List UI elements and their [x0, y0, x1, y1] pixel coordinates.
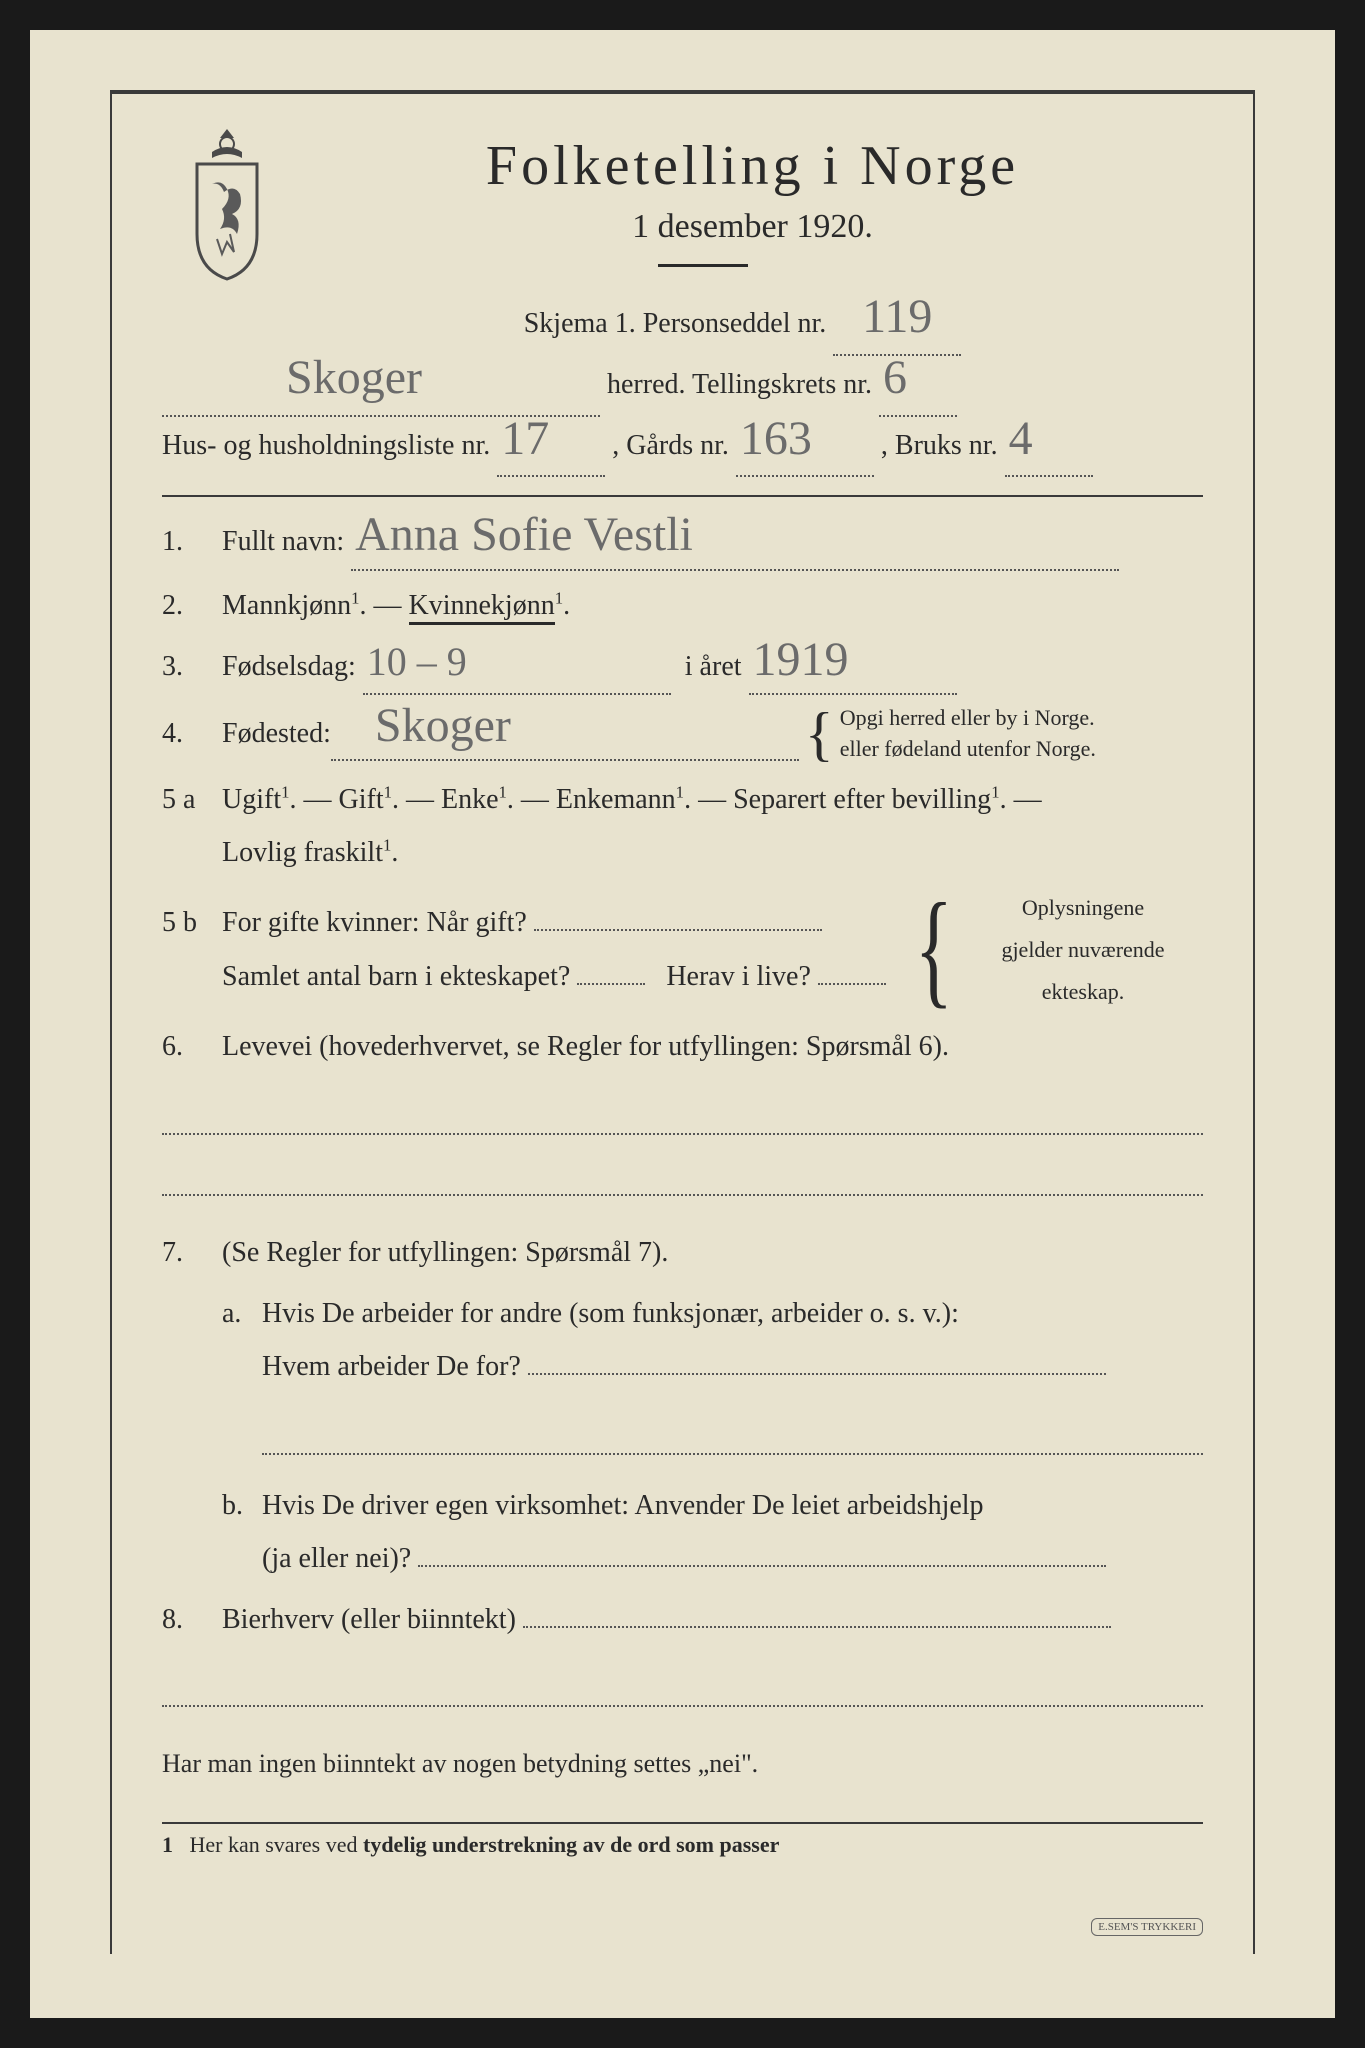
q7-intro: (Se Regler for utfyllingen: Spørsmål 7). — [222, 1226, 1203, 1279]
brace-icon: { — [805, 710, 834, 758]
q5b-barn-field — [577, 983, 645, 985]
q6-num: 6. — [162, 1020, 222, 1073]
q7a-label: a. — [222, 1287, 262, 1340]
gards-label: , Gårds nr. — [612, 430, 729, 461]
herred-label: herred. Tellingskrets nr. — [607, 369, 872, 400]
herred-value: Skoger — [286, 359, 422, 397]
q4-note: Opgi herred eller by i Norge. eller føde… — [840, 703, 1096, 765]
q5b-row: 5 b For gifte kvinner: Når gift? Samlet … — [162, 887, 1203, 1012]
gards-field: 163 — [736, 417, 874, 478]
gards-value: 163 — [740, 420, 812, 458]
coat-of-arms-icon — [172, 124, 282, 284]
header: Folketelling i Norge 1 desember 1920. — [162, 134, 1203, 267]
q5a-text: Ugift1. — Gift1. — Enke1. — Enkemann1. —… — [222, 784, 1042, 815]
q6-text: Levevei (hovederhvervet, se Regler for u… — [222, 1020, 1203, 1073]
q7b-label: b. — [222, 1479, 262, 1532]
q6-line1 — [162, 1114, 1203, 1135]
q5a-num: 5 a — [162, 773, 222, 826]
q5a-text2: Lovlig fraskilt1. — [222, 837, 398, 868]
footnote-text: Her kan svares ved tydelig understreknin… — [190, 1832, 780, 1857]
document-page: Folketelling i Norge 1 desember 1920. Sk… — [0, 0, 1365, 2048]
q8-num: 8. — [162, 1593, 222, 1646]
q4-label: Fødested: — [222, 707, 331, 760]
q5b-line2b: Herav i live? — [666, 961, 811, 992]
husliste-row: Hus- og husholdningsliste nr. 17 , Gårds… — [162, 417, 1203, 478]
section-rule — [162, 495, 1203, 497]
q5b-num: 5 b — [162, 896, 222, 949]
q7a-text2: Hvem arbeider De for? — [262, 1351, 521, 1382]
q7-num: 7. — [162, 1226, 222, 1279]
q2-male: Mannkjønn — [222, 590, 351, 621]
q5b-line1a: For gifte kvinner: Når gift? — [222, 907, 527, 938]
husliste-value: 17 — [501, 420, 549, 458]
q7b-text2: (ja eller nei)? — [262, 1543, 411, 1574]
q3-year-label: i året — [685, 651, 742, 682]
herred-field: Skoger — [162, 356, 600, 417]
q3-year-field: 1919 — [749, 640, 957, 695]
q3-day-field: 10 – 9 — [363, 640, 671, 695]
footnote: 1 Her kan svares ved tydelig understrekn… — [162, 1822, 1203, 1858]
brace-icon: { — [915, 911, 953, 988]
title-date: 1 desember 1920. — [302, 208, 1203, 246]
q1-value: Anna Sofie Vestli — [355, 516, 693, 554]
husliste-label: Hus- og husholdningsliste nr. — [162, 430, 490, 461]
q7a-field — [528, 1373, 1106, 1375]
q3-label: Fødselsdag: — [222, 651, 356, 682]
q7a-line — [262, 1433, 1203, 1454]
q4-value: Skoger — [375, 707, 511, 745]
q5b-note: Oplysningene gjelder nuværende ekteskap. — [963, 887, 1203, 1012]
q1-field: Anna Sofie Vestli — [351, 515, 1119, 570]
q5b-line2a: Samlet antal barn i ekteskapet? — [222, 961, 570, 992]
q2-num: 2. — [162, 579, 222, 632]
tellingskrets-field: 6 — [879, 356, 957, 417]
q2-row: 2. Mannkjønn1. — Kvinnekjønn1. — [162, 579, 1203, 632]
title-main: Folketelling i Norge — [302, 134, 1203, 198]
q4-field: Skoger — [331, 706, 799, 761]
bruks-field: 4 — [1005, 417, 1093, 478]
q7b-row: b. Hvis De driver egen virksomhet: Anven… — [222, 1479, 1203, 1585]
footnote-num: 1 — [162, 1832, 173, 1857]
personseddel-value: 119 — [862, 298, 932, 336]
printer-mark: E.SEM'S TRYKKERI — [1091, 1918, 1203, 1936]
herred-row: Skoger herred. Tellingskrets nr. 6 — [162, 356, 1203, 417]
q5b-live-field — [818, 983, 886, 985]
skjema-label: Skjema 1. Personseddel nr. — [524, 308, 827, 339]
husliste-field: 17 — [497, 417, 605, 478]
personseddel-field: 119 — [833, 295, 961, 356]
q5b-gift-field — [534, 929, 822, 931]
title-rule — [658, 264, 748, 267]
q3-day-value: 10 – 9 — [367, 646, 467, 678]
personseddel-row: Skjema 1. Personseddel nr. 119 — [282, 295, 1203, 356]
q7a-text1: Hvis De arbeider for andre (som funksjon… — [262, 1298, 959, 1329]
q7a-row: a. Hvis De arbeider for andre (som funks… — [222, 1287, 1203, 1393]
q8-field — [523, 1626, 1111, 1628]
q8-label: Bierhverv (eller biinntekt) — [222, 1604, 516, 1635]
bruks-value: 4 — [1009, 420, 1033, 458]
q4-num: 4. — [162, 707, 222, 760]
q8-line — [162, 1686, 1203, 1707]
q7-row: 7. (Se Regler for utfyllingen: Spørsmål … — [162, 1226, 1203, 1279]
q6-row: 6. Levevei (hovederhvervet, se Regler fo… — [162, 1020, 1203, 1073]
q7b-field — [418, 1565, 1106, 1567]
tail-note: Har man ingen biinntekt av nogen betydni… — [162, 1737, 1203, 1792]
q1-row: 1. Fullt navn: Anna Sofie Vestli — [162, 515, 1203, 570]
q1-label: Fullt navn: — [222, 526, 344, 557]
q3-row: 3. Fødselsdag: 10 – 9 i året 1919 — [162, 640, 1203, 695]
q6-line2 — [162, 1175, 1203, 1196]
q7b-text1: Hvis De driver egen virksomhet: Anvender… — [262, 1490, 984, 1521]
q1-num: 1. — [162, 515, 222, 568]
bruks-label: , Bruks nr. — [881, 430, 998, 461]
q2-female: Kvinnekjønn — [409, 590, 555, 625]
q3-year-value: 1919 — [753, 641, 849, 679]
q8-row: 8. Bierhverv (eller biinntekt) — [162, 1593, 1203, 1646]
q5a-row: 5 a Ugift1. — Gift1. — Enke1. — Enkemann… — [162, 773, 1203, 879]
q3-num: 3. — [162, 640, 222, 693]
form-frame: Folketelling i Norge 1 desember 1920. Sk… — [110, 90, 1255, 1954]
tellingskrets-value: 6 — [883, 359, 907, 397]
q4-row: 4. Fødested: Skoger { Opgi herred eller … — [162, 703, 1203, 765]
